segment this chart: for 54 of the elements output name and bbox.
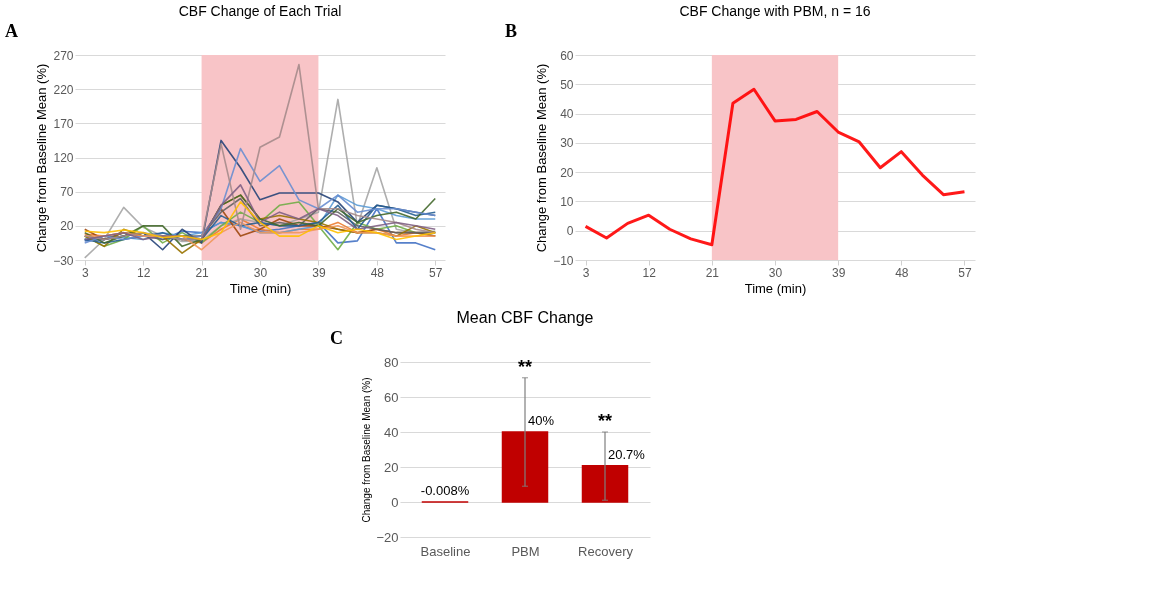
y-tick-label: 40 (560, 107, 574, 122)
y-tick-label: −10 (553, 253, 574, 268)
y-tick-label: 50 (560, 77, 574, 92)
x-axis-title: Time (min) (744, 280, 807, 296)
x-tick-label: 21 (195, 265, 210, 280)
y-tick-label: 10 (560, 194, 574, 209)
data-label: 40% (528, 413, 555, 428)
x-tick-label: 12 (642, 265, 657, 280)
text: A (5, 21, 18, 41)
y-tick-label: 30 (560, 136, 574, 151)
x-tick-label: 30 (768, 265, 783, 280)
y-tick-label: −20 (376, 529, 399, 545)
y-tick-label: 170 (53, 116, 74, 131)
y-tick-label: 20 (60, 219, 74, 234)
x-tick-label: 3 (582, 265, 590, 280)
y-tick-label: 60 (384, 389, 399, 405)
y-tick-label: 60 (560, 48, 574, 63)
annotation: ** (517, 356, 533, 377)
y-tick-label: 20 (384, 459, 399, 475)
y-axis-title: Change from Baseline Mean (%) (34, 63, 50, 253)
x-tick-label: Recovery (578, 543, 634, 559)
y-tick-label: 120 (53, 151, 74, 165)
x-tick-label: 57 (958, 265, 972, 280)
x-tick-label: 12 (136, 265, 151, 280)
text: B (505, 21, 518, 41)
y-tick-label: 40 (384, 424, 399, 440)
y-tick-label: 270 (53, 48, 74, 63)
x-tick-label: 57 (429, 265, 443, 280)
x-axis-title: Time (min) (229, 280, 292, 296)
x-tick-label: 3 (81, 265, 89, 280)
data-label: 20.7% (608, 446, 646, 462)
y-tick-label: 220 (53, 82, 74, 97)
annotation: ** (597, 411, 613, 431)
x-tick-label: 30 (253, 265, 268, 280)
y-axis-title: Change from Baseline Mean (%) (534, 63, 550, 253)
x-tick-label: 21 (705, 265, 720, 280)
y-tick-label: 0 (566, 224, 574, 239)
chart-title: Mean CBF Change (456, 309, 594, 326)
y-axis-title: Change from Baseline Mean (%) (361, 377, 373, 523)
x-tick-label: 48 (370, 265, 385, 280)
x-tick-label: PBM (511, 543, 540, 559)
x-tick-label: 48 (895, 265, 909, 280)
chart-title: CBF Change of Each Trial (178, 3, 342, 19)
y-tick-label: 80 (384, 354, 399, 370)
y-tick-label: 0 (391, 494, 399, 510)
y-tick-label: 20 (560, 165, 574, 180)
data-label: -0.008% (420, 483, 470, 498)
x-tick-label: Baseline (420, 543, 471, 559)
x-tick-label: 39 (831, 265, 846, 280)
y-tick-label: 70 (60, 185, 74, 200)
y-tick-label: −30 (53, 253, 74, 268)
chart-title: CBF Change with PBM, n = 16 (679, 3, 871, 19)
x-tick-label: 39 (312, 265, 326, 280)
text: C (330, 328, 343, 348)
